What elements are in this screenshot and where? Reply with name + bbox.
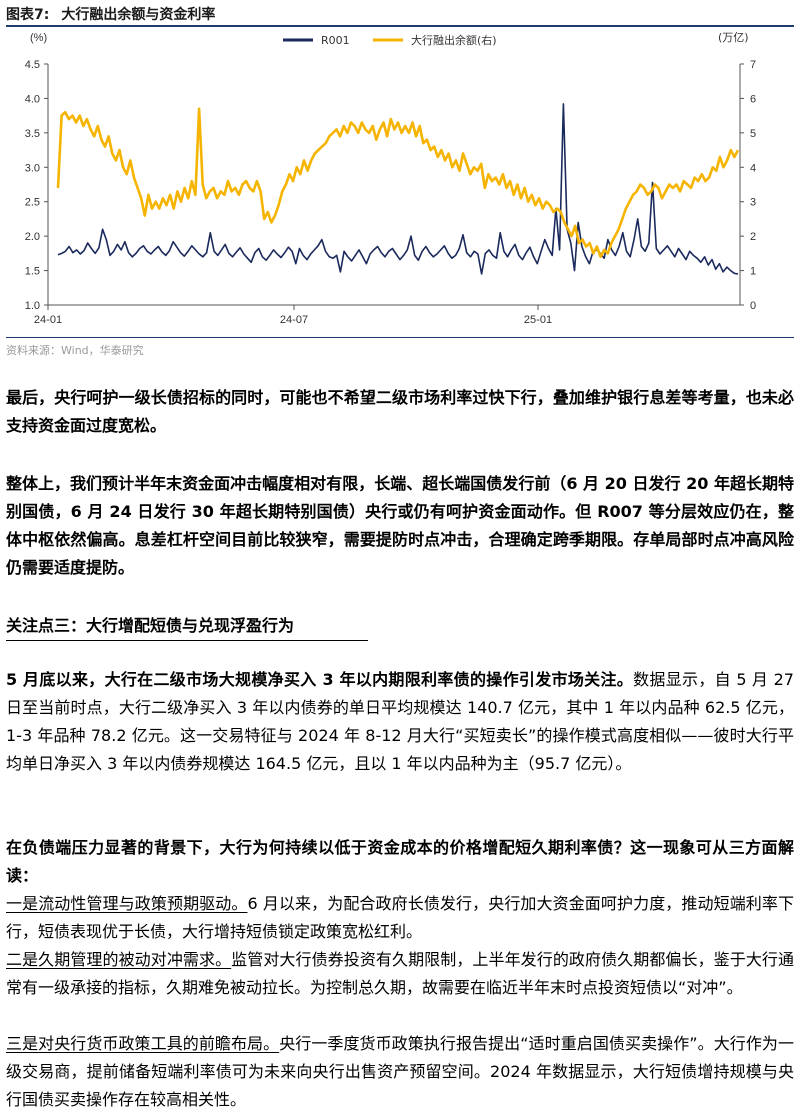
paragraph-2: 整体上，我们预计半年末资金面冲击幅度相对有限，长端、超长端国债发行前（6 月 2… [6, 474, 794, 577]
left-tick-label: 4.0 [25, 93, 40, 105]
right-unit-label: (万亿) [718, 31, 749, 44]
legend-label: 大行融出余额(右) [411, 33, 497, 47]
figure-source: 资料来源：Wind，华泰研究 [6, 344, 144, 357]
series-line-r001 [57, 103, 739, 275]
point-2-lead: 二是久期管理的被动对冲需求。 [6, 950, 232, 969]
right-tick-label: 6 [750, 93, 756, 105]
series-line-big-bank-lending [56, 107, 740, 259]
left-tick-label: 4.5 [25, 59, 40, 71]
figure-title-text: 大行融出余额与资金利率 [61, 7, 216, 23]
point-2-body: 监管对大行债券投资有久期限制，上半年发行的政府债久期都偏长，鉴于大行通常有一级承… [6, 950, 794, 997]
left-tick-label: 3.5 [25, 128, 40, 140]
right-tick-label: 4 [750, 162, 756, 174]
left-unit-label: (%) [30, 32, 47, 44]
left-tick-label: 1.0 [25, 300, 40, 312]
x-tick-label: 24-07 [280, 314, 308, 326]
heading-underline [6, 640, 368, 641]
left-tick-label: 2.0 [25, 231, 40, 243]
point-1-lead: 一是流动性管理与政策预期驱动。 [6, 894, 248, 913]
figure-title: 图表7: 大行融出余额与资金利率 [6, 4, 215, 24]
left-tick-label: 3.0 [25, 162, 40, 174]
point-3-body: 央行一季度货币政策执行报告提出“适时重启国债买卖操作”。大行作为一级交易商，提前… [6, 1034, 794, 1109]
left-tick-label: 1.5 [25, 266, 40, 278]
point-1-body: 6 月以来，为配合政府长债发行，央行加大资金面呵护力度，推动短端利率下行，短债表… [6, 894, 794, 941]
figure-label: 图表7: [6, 7, 50, 23]
point-1: 一是流动性管理与政策预期驱动。6 月以来，为配合政府长债发行，央行加大资金面呵护… [6, 890, 794, 946]
figure-top-rule [6, 25, 794, 27]
paragraph-1: 最后，央行呵护一级长债招标的同时，可能也不希望二级市场利率过快下行，叠加维护银行… [6, 388, 794, 435]
paragraph-3-body: 数据显示，自 5 月 27 日至当前时点，大行二级净买入 3 年以内债券的单日平… [6, 670, 794, 773]
point-2: 二是久期管理的被动对冲需求。监管对大行债券投资有久期限制，上半年发行的政府债久期… [6, 946, 794, 1002]
paragraph-3-lead: 5 月底以来，大行在二级市场大规模净买入 3 年以内期限利率债的操作引发市场关注… [6, 670, 634, 689]
legend-label: R001 [321, 34, 350, 47]
x-tick-label: 24-01 [34, 314, 62, 326]
point-3: 三是对央行货币政策工具的前瞻布局。央行一季度货币政策执行报告提出“适时重启国债买… [6, 1030, 794, 1114]
right-tick-label: 3 [750, 197, 756, 209]
x-tick-label: 25-01 [524, 314, 552, 326]
figure-bottom-rule [6, 337, 794, 338]
left-tick-label: 2.5 [25, 197, 40, 209]
paragraph-3: 5 月底以来，大行在二级市场大规模净买入 3 年以内期限利率债的操作引发市场关注… [6, 666, 794, 778]
line-chart: 1.0 1.5 2.0 2.5 3.0 3.5 4.0 4.5 0 1 2 3 4 5 6 7 (%) (万亿) 2… [25, 31, 756, 326]
right-tick-label: 2 [750, 231, 756, 243]
paragraph-4: 在负债端压力显著的背景下，大行为何持续以低于资金成本的价格增配短久期利率债？这一… [6, 838, 794, 885]
right-tick-label: 1 [750, 266, 756, 278]
point-3-lead: 三是对央行货币政策工具的前瞻布局。 [6, 1034, 280, 1053]
right-tick-label: 7 [750, 59, 756, 71]
section-heading: 关注点三：大行增配短债与兑现浮盈行为 [6, 616, 295, 635]
right-tick-label: 0 [750, 300, 756, 312]
right-tick-label: 5 [750, 128, 756, 140]
